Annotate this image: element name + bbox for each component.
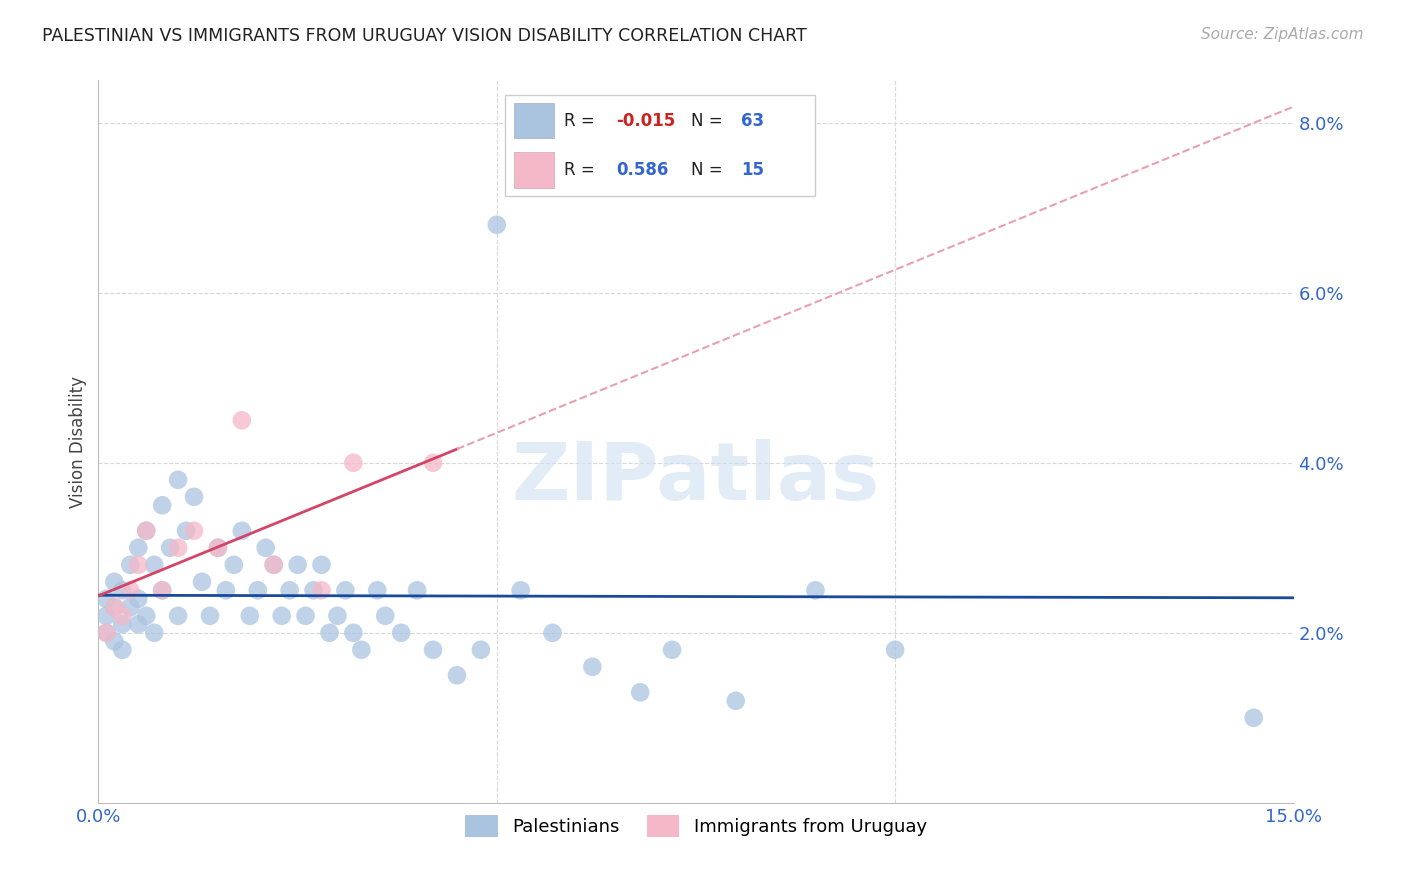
Point: [159, 541, 181, 555]
Point: [335, 583, 357, 598]
Point: [120, 600, 142, 615]
Point: [111, 617, 134, 632]
Point: [342, 625, 364, 640]
Point: [311, 583, 333, 598]
Point: [103, 600, 125, 615]
Point: [628, 685, 651, 699]
Text: Source: ZipAtlas.com: Source: ZipAtlas.com: [1201, 27, 1364, 42]
Point: [150, 498, 173, 512]
Point: [446, 668, 468, 682]
Point: [318, 625, 340, 640]
Point: [724, 694, 747, 708]
Point: [143, 558, 166, 572]
Point: [207, 541, 229, 555]
Point: [263, 558, 285, 572]
Point: [485, 218, 508, 232]
Point: [150, 583, 173, 598]
Point: [342, 456, 364, 470]
Point: [422, 456, 444, 470]
Point: [120, 558, 142, 572]
Point: [135, 524, 157, 538]
Point: [127, 591, 149, 606]
Point: [581, 660, 603, 674]
Point: [509, 583, 531, 598]
Point: [884, 642, 907, 657]
Point: [422, 642, 444, 657]
Point: [302, 583, 325, 598]
Point: [111, 608, 134, 623]
Point: [167, 473, 190, 487]
Text: ZIPatlas: ZIPatlas: [512, 439, 880, 516]
Point: [191, 574, 214, 589]
Point: [263, 558, 285, 572]
Point: [406, 583, 429, 598]
Point: [239, 608, 262, 623]
Point: [541, 625, 564, 640]
Point: [374, 608, 396, 623]
Point: [389, 625, 412, 640]
Point: [215, 583, 238, 598]
Point: [96, 625, 118, 640]
Point: [103, 600, 125, 615]
Point: [311, 558, 333, 572]
Text: PALESTINIAN VS IMMIGRANTS FROM URUGUAY VISION DISABILITY CORRELATION CHART: PALESTINIAN VS IMMIGRANTS FROM URUGUAY V…: [42, 27, 807, 45]
Point: [127, 617, 149, 632]
Point: [96, 591, 118, 606]
Point: [111, 642, 134, 657]
Point: [287, 558, 309, 572]
Point: [167, 541, 190, 555]
Point: [366, 583, 388, 598]
Point: [207, 541, 229, 555]
Point: [1243, 711, 1265, 725]
Point: [294, 608, 316, 623]
Point: [198, 608, 221, 623]
Point: [183, 490, 205, 504]
Point: [103, 574, 125, 589]
Point: [350, 642, 373, 657]
Point: [231, 524, 253, 538]
Point: [111, 583, 134, 598]
Point: [326, 608, 349, 623]
Point: [174, 524, 197, 538]
Point: [127, 558, 149, 572]
Legend: Palestinians, Immigrants from Uruguay: Palestinians, Immigrants from Uruguay: [458, 808, 934, 845]
Point: [661, 642, 683, 657]
Point: [183, 524, 205, 538]
Point: [120, 583, 142, 598]
Point: [127, 541, 149, 555]
Y-axis label: Vision Disability: Vision Disability: [69, 376, 87, 508]
Point: [96, 608, 118, 623]
Point: [135, 608, 157, 623]
Point: [135, 524, 157, 538]
Point: [804, 583, 827, 598]
Point: [231, 413, 253, 427]
Point: [278, 583, 301, 598]
Point: [167, 608, 190, 623]
Point: [246, 583, 269, 598]
Point: [143, 625, 166, 640]
Point: [150, 583, 173, 598]
Point: [270, 608, 292, 623]
Point: [96, 625, 118, 640]
Point: [470, 642, 492, 657]
Point: [254, 541, 277, 555]
Point: [222, 558, 245, 572]
Point: [103, 634, 125, 648]
